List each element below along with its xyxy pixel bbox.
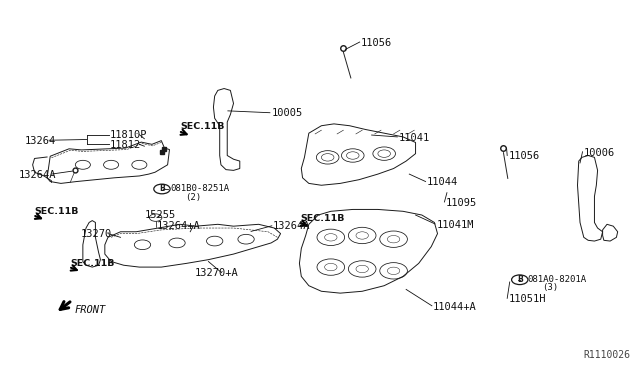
Text: SEC.11B: SEC.11B [70,259,115,267]
Text: 10005: 10005 [272,109,303,118]
Text: 11041: 11041 [399,133,430,142]
Text: 081A0-8201A: 081A0-8201A [527,275,586,284]
Text: SEC.11B: SEC.11B [35,207,79,216]
Text: 081B0-8251A: 081B0-8251A [171,185,230,193]
Text: (3): (3) [541,283,558,292]
Text: 13264+A: 13264+A [157,221,201,231]
Text: 10006: 10006 [584,148,615,157]
Text: B: B [517,275,523,284]
Text: (2): (2) [185,193,202,202]
Text: 11051H: 11051H [508,295,546,304]
Text: 13264A: 13264A [19,170,56,180]
Text: 11056: 11056 [508,151,540,161]
Text: 13270+A: 13270+A [195,269,238,278]
Text: 11095: 11095 [445,198,477,208]
Text: 11812: 11812 [110,140,141,150]
Text: SEC.11B: SEC.11B [180,122,225,131]
Text: 13264: 13264 [25,137,56,146]
Text: 11810P: 11810P [110,130,147,140]
Text: 13264A: 13264A [273,221,310,231]
Text: 11041M: 11041M [436,220,474,230]
Text: 13270: 13270 [81,229,111,238]
Text: 11044: 11044 [427,177,458,187]
Text: SEC.11B: SEC.11B [300,214,344,223]
Text: R1110026: R1110026 [584,350,631,360]
Text: 15255: 15255 [145,210,175,220]
Text: 11044+A: 11044+A [433,302,477,312]
Text: 11056: 11056 [361,38,392,48]
Text: FRONT: FRONT [74,305,106,314]
Text: B: B [159,185,165,193]
